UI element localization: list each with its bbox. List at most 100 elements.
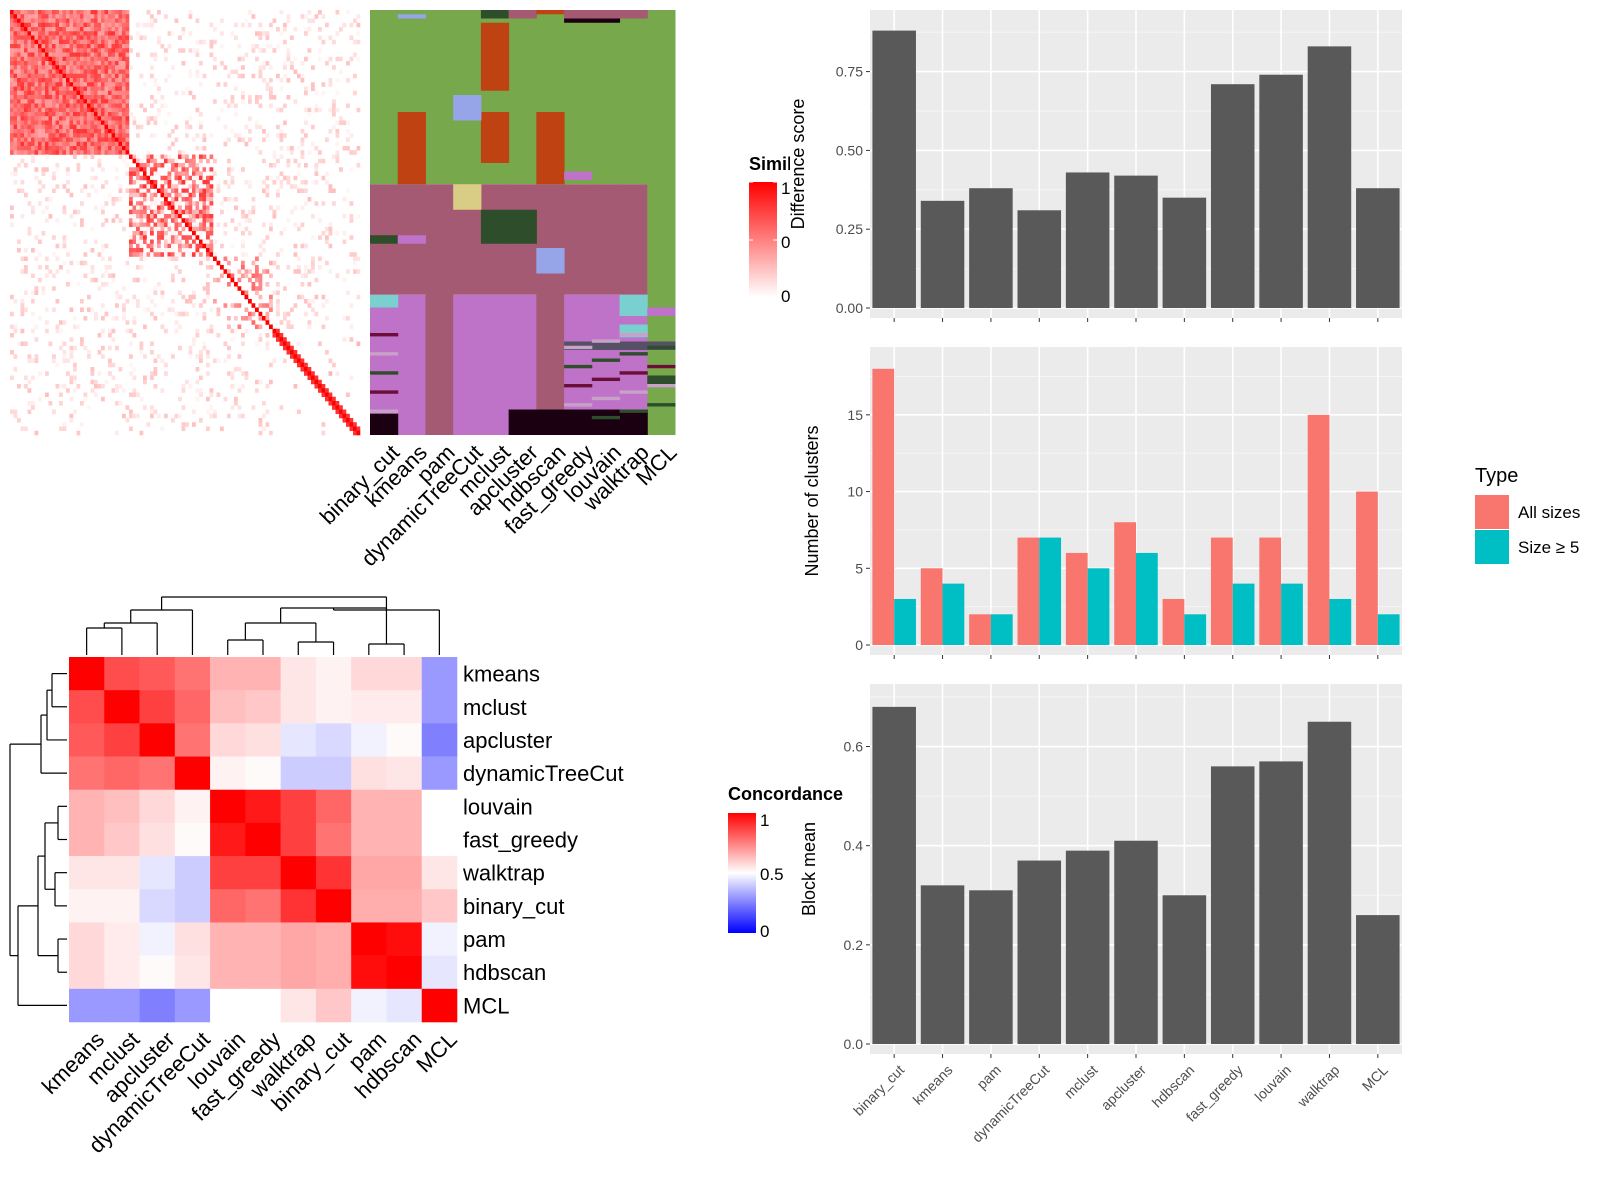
type-legend-swatch-size5 xyxy=(1475,530,1509,564)
similarity-cell xyxy=(132,277,137,283)
similarity-cell xyxy=(185,239,189,245)
similarity-cell xyxy=(136,180,140,185)
similarity-cell xyxy=(38,180,42,185)
similarity-cell xyxy=(108,78,112,83)
similarity-cell xyxy=(297,409,301,415)
similarity-cell xyxy=(178,209,182,215)
similarity-cell xyxy=(31,31,35,36)
similarity-cell xyxy=(62,150,67,155)
similarity-cell xyxy=(87,137,91,143)
similarity-cell xyxy=(20,311,25,317)
similarity-cell xyxy=(353,269,357,274)
similarity-cell xyxy=(20,120,25,126)
similarity-cell xyxy=(181,311,186,317)
similarity-cell xyxy=(181,218,186,223)
concordance-cell xyxy=(139,690,176,724)
similarity-cell xyxy=(244,375,249,381)
similarity-cell xyxy=(262,65,266,70)
similarity-cell xyxy=(94,120,98,126)
similarity-cell xyxy=(160,175,165,181)
similarity-cell xyxy=(314,146,319,151)
similarity-cell xyxy=(34,14,39,19)
similarity-cell xyxy=(164,214,168,219)
similarity-cell xyxy=(146,222,151,228)
similarity-cell xyxy=(244,214,249,219)
similarity-cell xyxy=(276,299,280,304)
similarity-cell xyxy=(59,48,63,53)
similarity-cell xyxy=(160,163,165,168)
similarity-cell xyxy=(314,167,319,172)
similarity-cell xyxy=(171,226,175,232)
similarity-cell xyxy=(255,307,259,313)
similarity-cell xyxy=(31,112,35,117)
similarity-cell xyxy=(87,146,91,151)
similarity-cell xyxy=(76,384,81,389)
similarity-cell xyxy=(157,231,161,236)
similarity-cell xyxy=(300,73,305,79)
similarity-cell xyxy=(115,52,119,58)
similarity-cell xyxy=(241,65,245,70)
label-cell xyxy=(370,371,399,375)
similarity-cell xyxy=(108,124,112,130)
similarity-cell xyxy=(279,248,284,253)
similarity-cell xyxy=(69,52,74,58)
similarity-cell xyxy=(132,209,137,215)
similarity-cell xyxy=(87,99,91,104)
similarity-cell xyxy=(55,44,60,49)
similarity-cell xyxy=(87,73,91,79)
similarity-cell xyxy=(38,35,42,41)
similarity-cell xyxy=(118,69,123,75)
similarity-cell xyxy=(178,243,182,249)
similarity-cell xyxy=(73,39,77,45)
similarity-cell xyxy=(45,52,49,58)
similarity-cell xyxy=(20,426,25,432)
similarity-cell xyxy=(304,27,308,32)
similarity-cell xyxy=(349,133,354,138)
similarity-cell xyxy=(153,252,158,257)
similarity-cell xyxy=(87,294,91,300)
similarity-cell xyxy=(160,158,165,164)
similarity-cell xyxy=(31,116,35,121)
similarity-cell xyxy=(94,86,98,92)
similarity-cell xyxy=(230,243,235,249)
concordance-cell xyxy=(386,756,423,791)
similarity-cell xyxy=(80,27,84,32)
similarity-cell xyxy=(73,95,77,100)
similarity-cell xyxy=(48,107,53,113)
similarity-cell xyxy=(349,150,354,155)
concordance-cell xyxy=(69,922,105,956)
similarity-cell xyxy=(80,65,84,70)
similarity-cell xyxy=(125,10,130,15)
similarity-cell xyxy=(353,39,357,45)
similarity-cell xyxy=(269,303,273,308)
similarity-cell xyxy=(80,69,84,75)
concordance-cell xyxy=(210,856,246,890)
similarity-cell xyxy=(118,22,123,28)
similarity-cell xyxy=(237,133,242,138)
similarity-cell xyxy=(69,307,74,313)
similarity-cell xyxy=(185,222,189,228)
similarity-cell xyxy=(104,22,109,28)
similarity-cell xyxy=(300,282,305,287)
similarity-cell xyxy=(38,316,42,321)
similarity-cell xyxy=(97,350,102,355)
similarity-cell xyxy=(97,35,102,41)
similarity-cell xyxy=(276,158,280,164)
similarity-cell xyxy=(248,99,252,104)
concordance-legend-bar xyxy=(728,813,756,933)
similarity-cell xyxy=(115,18,119,24)
similarity-cell xyxy=(59,27,63,32)
similarity-cell xyxy=(262,426,266,432)
similarity-cell xyxy=(234,396,238,402)
similarity-cell xyxy=(192,188,196,194)
similarity-cell xyxy=(143,184,147,189)
similarity-cell xyxy=(227,167,231,172)
similarity-cell xyxy=(101,222,105,228)
similarity-cell xyxy=(52,90,56,96)
similarity-cell xyxy=(255,379,259,385)
similarity-cell xyxy=(195,146,200,151)
similarity-cell xyxy=(45,392,49,398)
label-cell xyxy=(564,171,593,180)
similarity-cell xyxy=(192,95,196,100)
